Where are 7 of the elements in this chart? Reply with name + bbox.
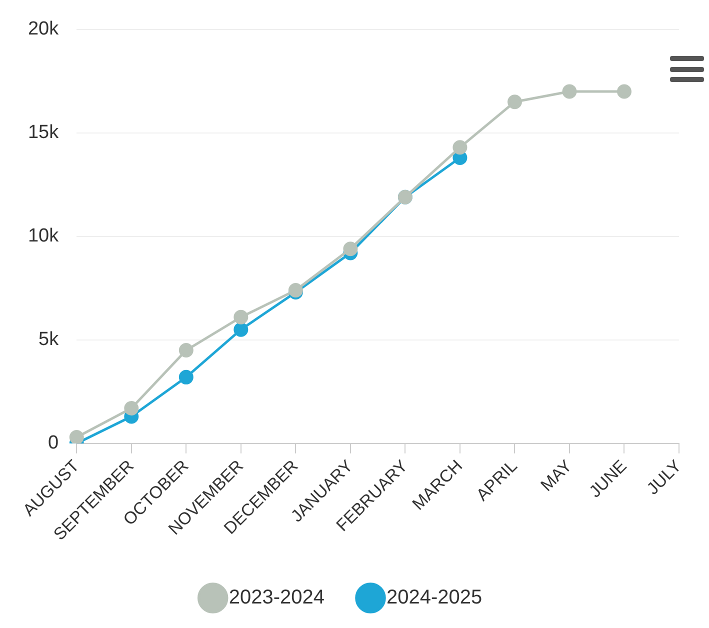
y-tick-label: 15k (28, 122, 60, 144)
legend-label: 2024-2025 (386, 586, 482, 609)
y-tick-label: 5k (38, 329, 60, 350)
y-tick-label: 20k (28, 18, 60, 40)
legend-label: 2023-2024 (228, 586, 325, 609)
y-tick-label: 10k (28, 226, 60, 247)
y-tick-label: 0 (48, 432, 59, 454)
